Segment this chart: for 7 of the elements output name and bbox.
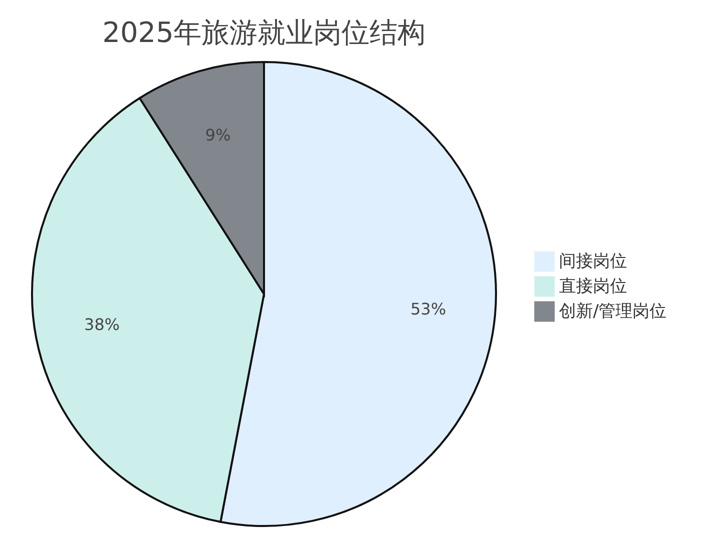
chart-title: 2025年旅游就业岗位结构 <box>102 16 426 49</box>
legend-label: 直接岗位 <box>559 276 627 296</box>
data-label: 9% <box>205 126 231 145</box>
legend-label: 间接岗位 <box>559 252 627 272</box>
data-label: 53% <box>410 300 446 319</box>
legend-label: 创新/管理岗位 <box>559 302 667 322</box>
data-label: 38% <box>84 314 120 334</box>
